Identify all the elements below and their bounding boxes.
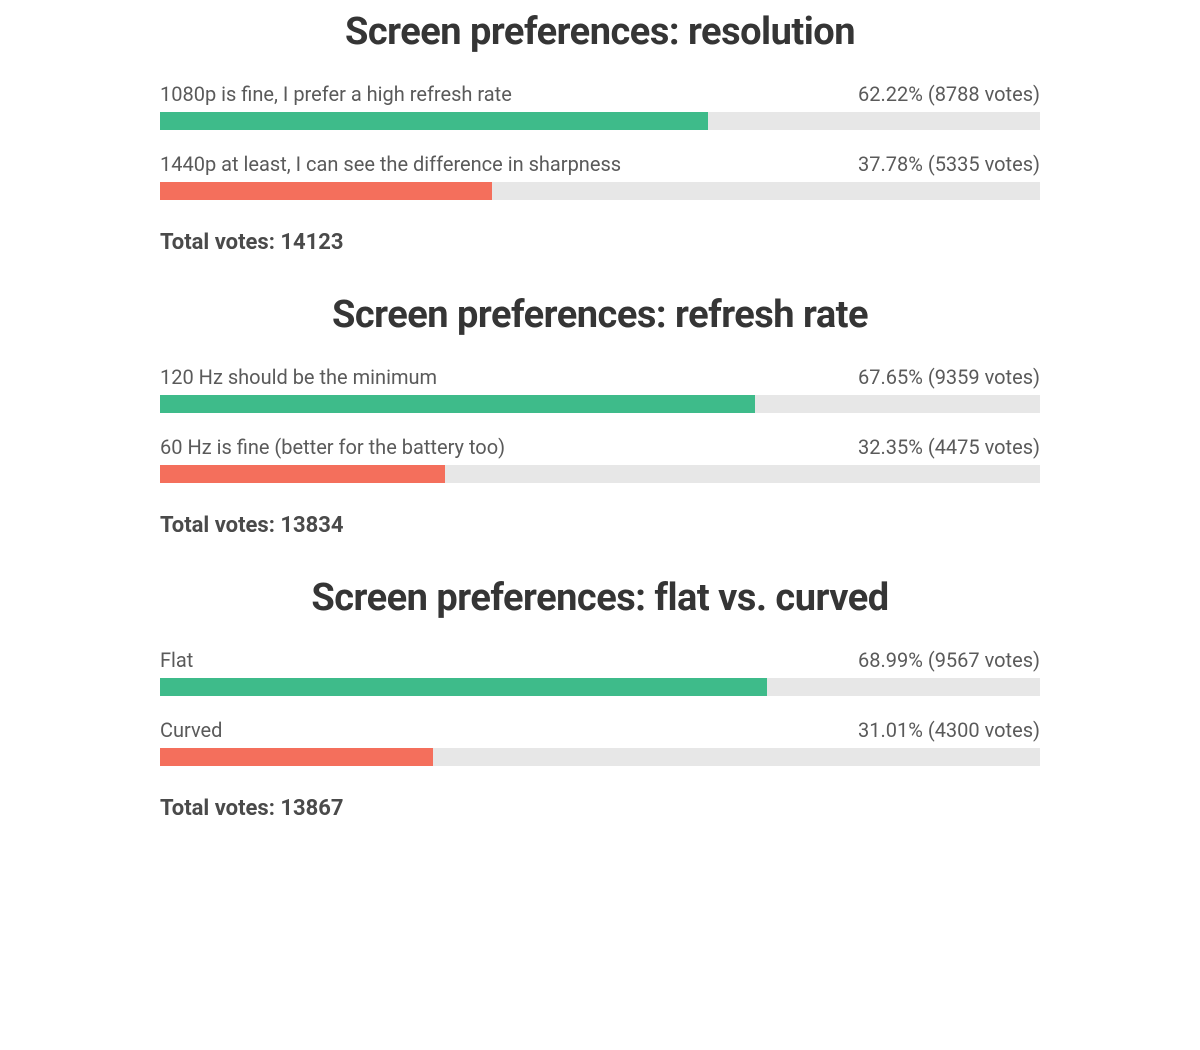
option-stats: 67.65% (9359 votes) [858,365,1040,389]
bar-fill [160,182,492,200]
option-row: 60 Hz is fine (better for the battery to… [160,435,1040,459]
poll-option: 1080p is fine, I prefer a high refresh r… [160,82,1040,130]
poll-option: 1440p at least, I can see the difference… [160,152,1040,200]
option-label: Curved [160,718,222,742]
bar-track [160,465,1040,483]
option-label: 120 Hz should be the minimum [160,365,437,389]
bar-fill [160,748,433,766]
poll-title: Screen preferences: refresh rate [160,293,1040,337]
poll-title: Screen preferences: flat vs. curved [160,576,1040,620]
option-stats: 31.01% (4300 votes) [858,718,1040,742]
option-stats: 62.22% (8788 votes) [858,82,1040,106]
option-stats: 32.35% (4475 votes) [858,435,1040,459]
polls-container: Screen preferences: resolution 1080p is … [160,0,1040,821]
bar-fill [160,678,767,696]
bar-track [160,678,1040,696]
bar-fill [160,395,755,413]
option-label: 60 Hz is fine (better for the battery to… [160,435,505,459]
total-votes: Total votes: 13867 [160,796,1040,821]
option-label: 1440p at least, I can see the difference… [160,152,621,176]
poll-option: 60 Hz is fine (better for the battery to… [160,435,1040,483]
option-label: Flat [160,648,193,672]
poll-flat-vs-curved: Screen preferences: flat vs. curved Flat… [160,576,1040,821]
bar-track [160,112,1040,130]
option-row: 120 Hz should be the minimum 67.65% (935… [160,365,1040,389]
total-votes: Total votes: 13834 [160,513,1040,538]
option-stats: 68.99% (9567 votes) [858,648,1040,672]
option-row: Curved 31.01% (4300 votes) [160,718,1040,742]
poll-title: Screen preferences: resolution [160,10,1040,54]
option-row: 1440p at least, I can see the difference… [160,152,1040,176]
poll-option: 120 Hz should be the minimum 67.65% (935… [160,365,1040,413]
bar-track [160,748,1040,766]
poll-option: Flat 68.99% (9567 votes) [160,648,1040,696]
bar-track [160,395,1040,413]
bar-track [160,182,1040,200]
poll-refresh-rate: Screen preferences: refresh rate 120 Hz … [160,293,1040,538]
bar-fill [160,112,708,130]
bar-fill [160,465,445,483]
option-stats: 37.78% (5335 votes) [858,152,1040,176]
option-row: 1080p is fine, I prefer a high refresh r… [160,82,1040,106]
poll-option: Curved 31.01% (4300 votes) [160,718,1040,766]
poll-resolution: Screen preferences: resolution 1080p is … [160,10,1040,255]
option-label: 1080p is fine, I prefer a high refresh r… [160,82,512,106]
total-votes: Total votes: 14123 [160,230,1040,255]
option-row: Flat 68.99% (9567 votes) [160,648,1040,672]
